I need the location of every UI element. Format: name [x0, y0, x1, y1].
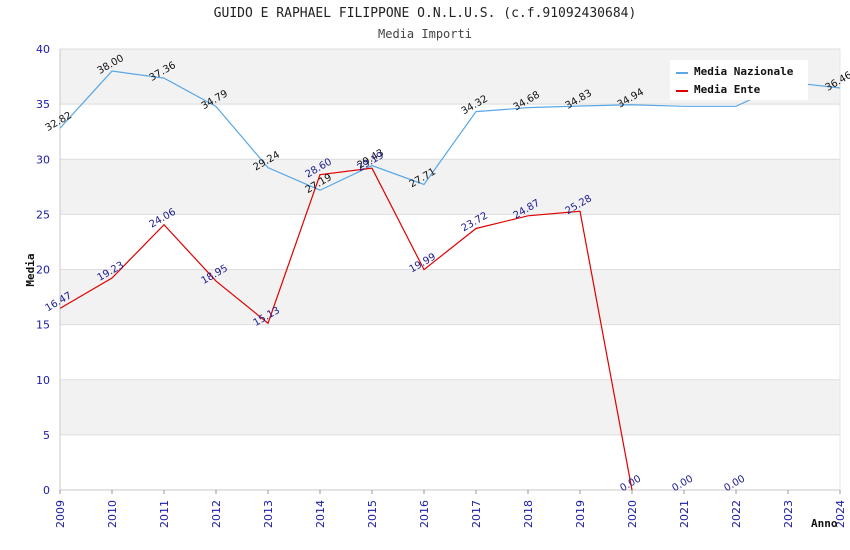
- grid-band: [60, 434, 840, 490]
- x-tick-label: 2011: [158, 500, 171, 528]
- y-tick-label: 30: [36, 153, 50, 166]
- legend-label-ente: Media Ente: [694, 83, 761, 96]
- y-tick-label: 5: [43, 429, 50, 442]
- x-tick-label: 2017: [470, 500, 483, 528]
- legend-box: [670, 60, 808, 100]
- x-tick-label: 2012: [210, 500, 223, 528]
- x-tick-label: 2024: [834, 500, 847, 528]
- grid-band: [60, 214, 840, 270]
- x-tick-label: 2020: [626, 500, 639, 528]
- x-tick-label: 2015: [366, 500, 379, 528]
- grid-band: [60, 159, 840, 215]
- y-tick-label: 15: [36, 319, 50, 332]
- y-axis-label: Media: [24, 253, 37, 286]
- x-tick-label: 2019: [574, 500, 587, 528]
- grid-band: [60, 379, 840, 435]
- x-tick-label: 2022: [730, 500, 743, 528]
- x-tick-label: 2009: [54, 500, 67, 528]
- x-axis-label: Anno: [811, 517, 838, 530]
- chart-subtitle: Media Importi: [378, 27, 472, 41]
- series-lines: [59, 70, 841, 491]
- grid-band: [60, 269, 840, 325]
- y-tick-label: 0: [43, 484, 50, 497]
- x-tick-label: 2021: [678, 500, 691, 528]
- x-tick-label: 2018: [522, 500, 535, 528]
- y-tick-label: 35: [36, 98, 50, 111]
- axes: 0 5 10 15 20 25 30 35 40 2009 2010 2011 2012 2013 2014…: [36, 43, 847, 528]
- x-tick-label: 2023: [782, 500, 795, 528]
- grid-band: [60, 324, 840, 380]
- grid-bands: [60, 48, 840, 491]
- x-tick-label: 2013: [262, 500, 275, 528]
- series-line-media-nazionale: [59, 70, 841, 191]
- y-tick-label: 40: [36, 43, 50, 56]
- y-tick-label: 20: [36, 264, 50, 277]
- legend: Media Nazionale Media Ente: [670, 60, 808, 100]
- y-tick-label: 25: [36, 208, 50, 221]
- x-tick-label: 2010: [106, 500, 119, 528]
- y-tick-label: 10: [36, 374, 50, 387]
- x-tick-label: 2014: [314, 500, 327, 528]
- series-line-media-ente: [59, 167, 633, 491]
- x-tick-label: 2016: [418, 500, 431, 528]
- legend-label-nazionale: Media Nazionale: [694, 65, 794, 78]
- grid-band: [60, 104, 840, 160]
- chart-title: GUIDO E RAPHAEL FILIPPONE O.N.L.U.S. (c.…: [213, 6, 637, 21]
